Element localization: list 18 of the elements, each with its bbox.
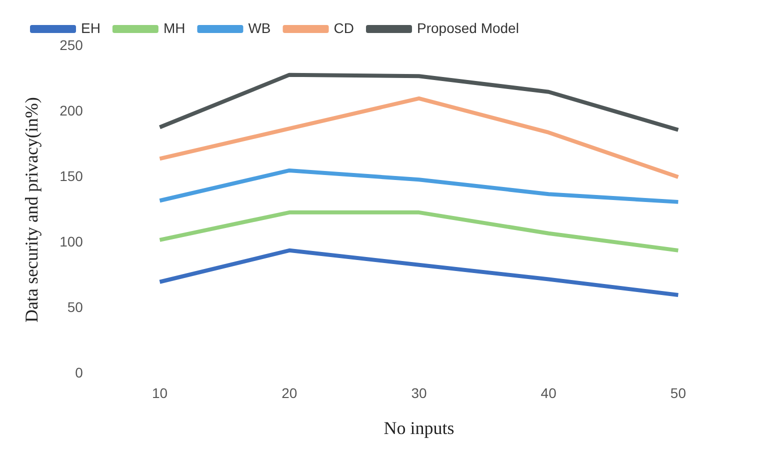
legend-label: Proposed Model [416,20,519,36]
x-axis-title: No inputs [384,418,454,438]
y-tick-label: 250 [60,36,84,53]
x-tick-label: 50 [670,384,686,401]
legend-label: MH [163,20,186,36]
x-tick-label: 40 [540,384,557,401]
x-tick-label: 10 [152,384,168,401]
x-tick-label: 20 [282,384,298,401]
y-tick-label: 50 [67,298,84,315]
x-tick-label: 30 [411,384,427,401]
y-tick-label: 100 [60,233,84,250]
y-tick-label: 200 [60,102,84,118]
y-tick-label: 150 [60,168,84,184]
y-tick-label: 0 [75,364,84,380]
y-axis-title: Data security and privacy(in%) [22,97,42,323]
legend-label: WB [248,20,271,36]
legend-label: CD [334,20,354,36]
legend-label: EH [81,20,100,36]
